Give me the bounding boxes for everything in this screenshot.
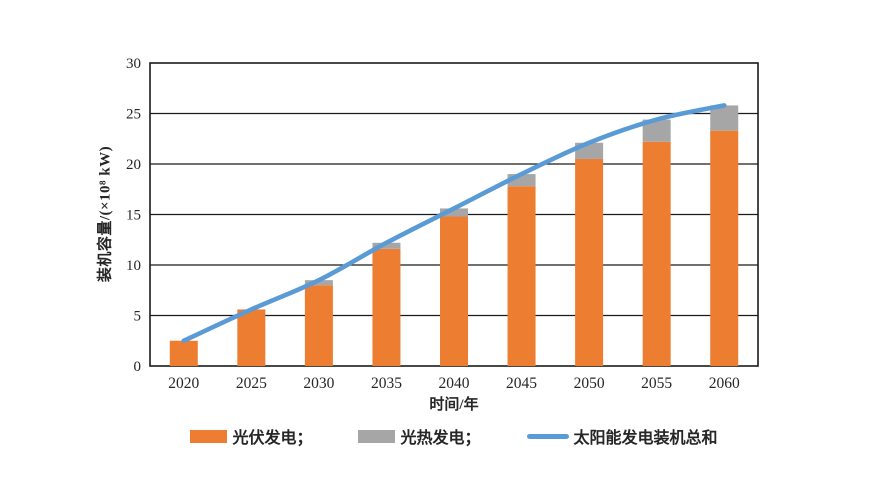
- bar-pv-2045: [507, 186, 536, 366]
- x-tick-label: 2040: [439, 375, 470, 392]
- bar-csp-2060: [710, 105, 739, 131]
- x-tick-label: 2020: [168, 375, 199, 392]
- y-tick-label: 20: [126, 157, 141, 173]
- pv-bar-swatch: [190, 429, 228, 443]
- y-tick-label: 5: [134, 309, 142, 325]
- bar-pv-2040: [440, 216, 468, 366]
- csp-bar-swatch: [358, 429, 396, 443]
- bar-pv-2035: [372, 248, 401, 366]
- bar-pv-2050: [575, 158, 604, 366]
- x-tick-label: 2045: [506, 375, 537, 392]
- legend-label-pv: 光伏发电；: [232, 430, 313, 447]
- bar-pv-2060: [710, 130, 739, 366]
- x-axis-title: 时间/年: [429, 397, 479, 413]
- legend-item-pv: 光伏发电；: [190, 424, 312, 448]
- x-tick-label: 2030: [303, 375, 334, 392]
- y-tick-label: 30: [126, 56, 141, 72]
- bar-pv-2030: [304, 285, 333, 366]
- y-tick-label: 0: [134, 359, 142, 375]
- y-tick-label: 15: [126, 208, 141, 224]
- legend-item-csp: 光热发电；: [358, 424, 481, 448]
- legend: 光伏发电； 光热发电； 太阳能发电装机总和: [150, 424, 758, 448]
- y-axis-title: 装机容量/(×10⁸ kW): [97, 145, 114, 283]
- x-tick-label: 2035: [371, 375, 402, 392]
- x-tick-label: 2025: [236, 375, 267, 392]
- x-tick-label: 2050: [574, 375, 605, 392]
- legend-label-total: 太阳能发电装机总和: [573, 430, 718, 447]
- total-line-swatch: [526, 433, 569, 439]
- bar-csp-2040: [440, 208, 468, 217]
- total-line: [181, 103, 727, 344]
- bar-csp-2035: [372, 242, 401, 249]
- x-tick-label: 2060: [709, 375, 740, 392]
- y-tick-label: 10: [126, 258, 141, 274]
- bar-pv-2020: [169, 340, 198, 366]
- bar-pv-2055: [642, 141, 671, 366]
- y-tick-label: 25: [126, 107, 141, 123]
- bar-csp-2055: [642, 119, 671, 142]
- legend-item-total: 太阳能发电装机总和: [526, 424, 718, 448]
- legend-label-csp: 光热发电；: [400, 430, 481, 447]
- bar-pv-2025: [237, 309, 266, 366]
- x-tick-label: 2055: [641, 375, 672, 392]
